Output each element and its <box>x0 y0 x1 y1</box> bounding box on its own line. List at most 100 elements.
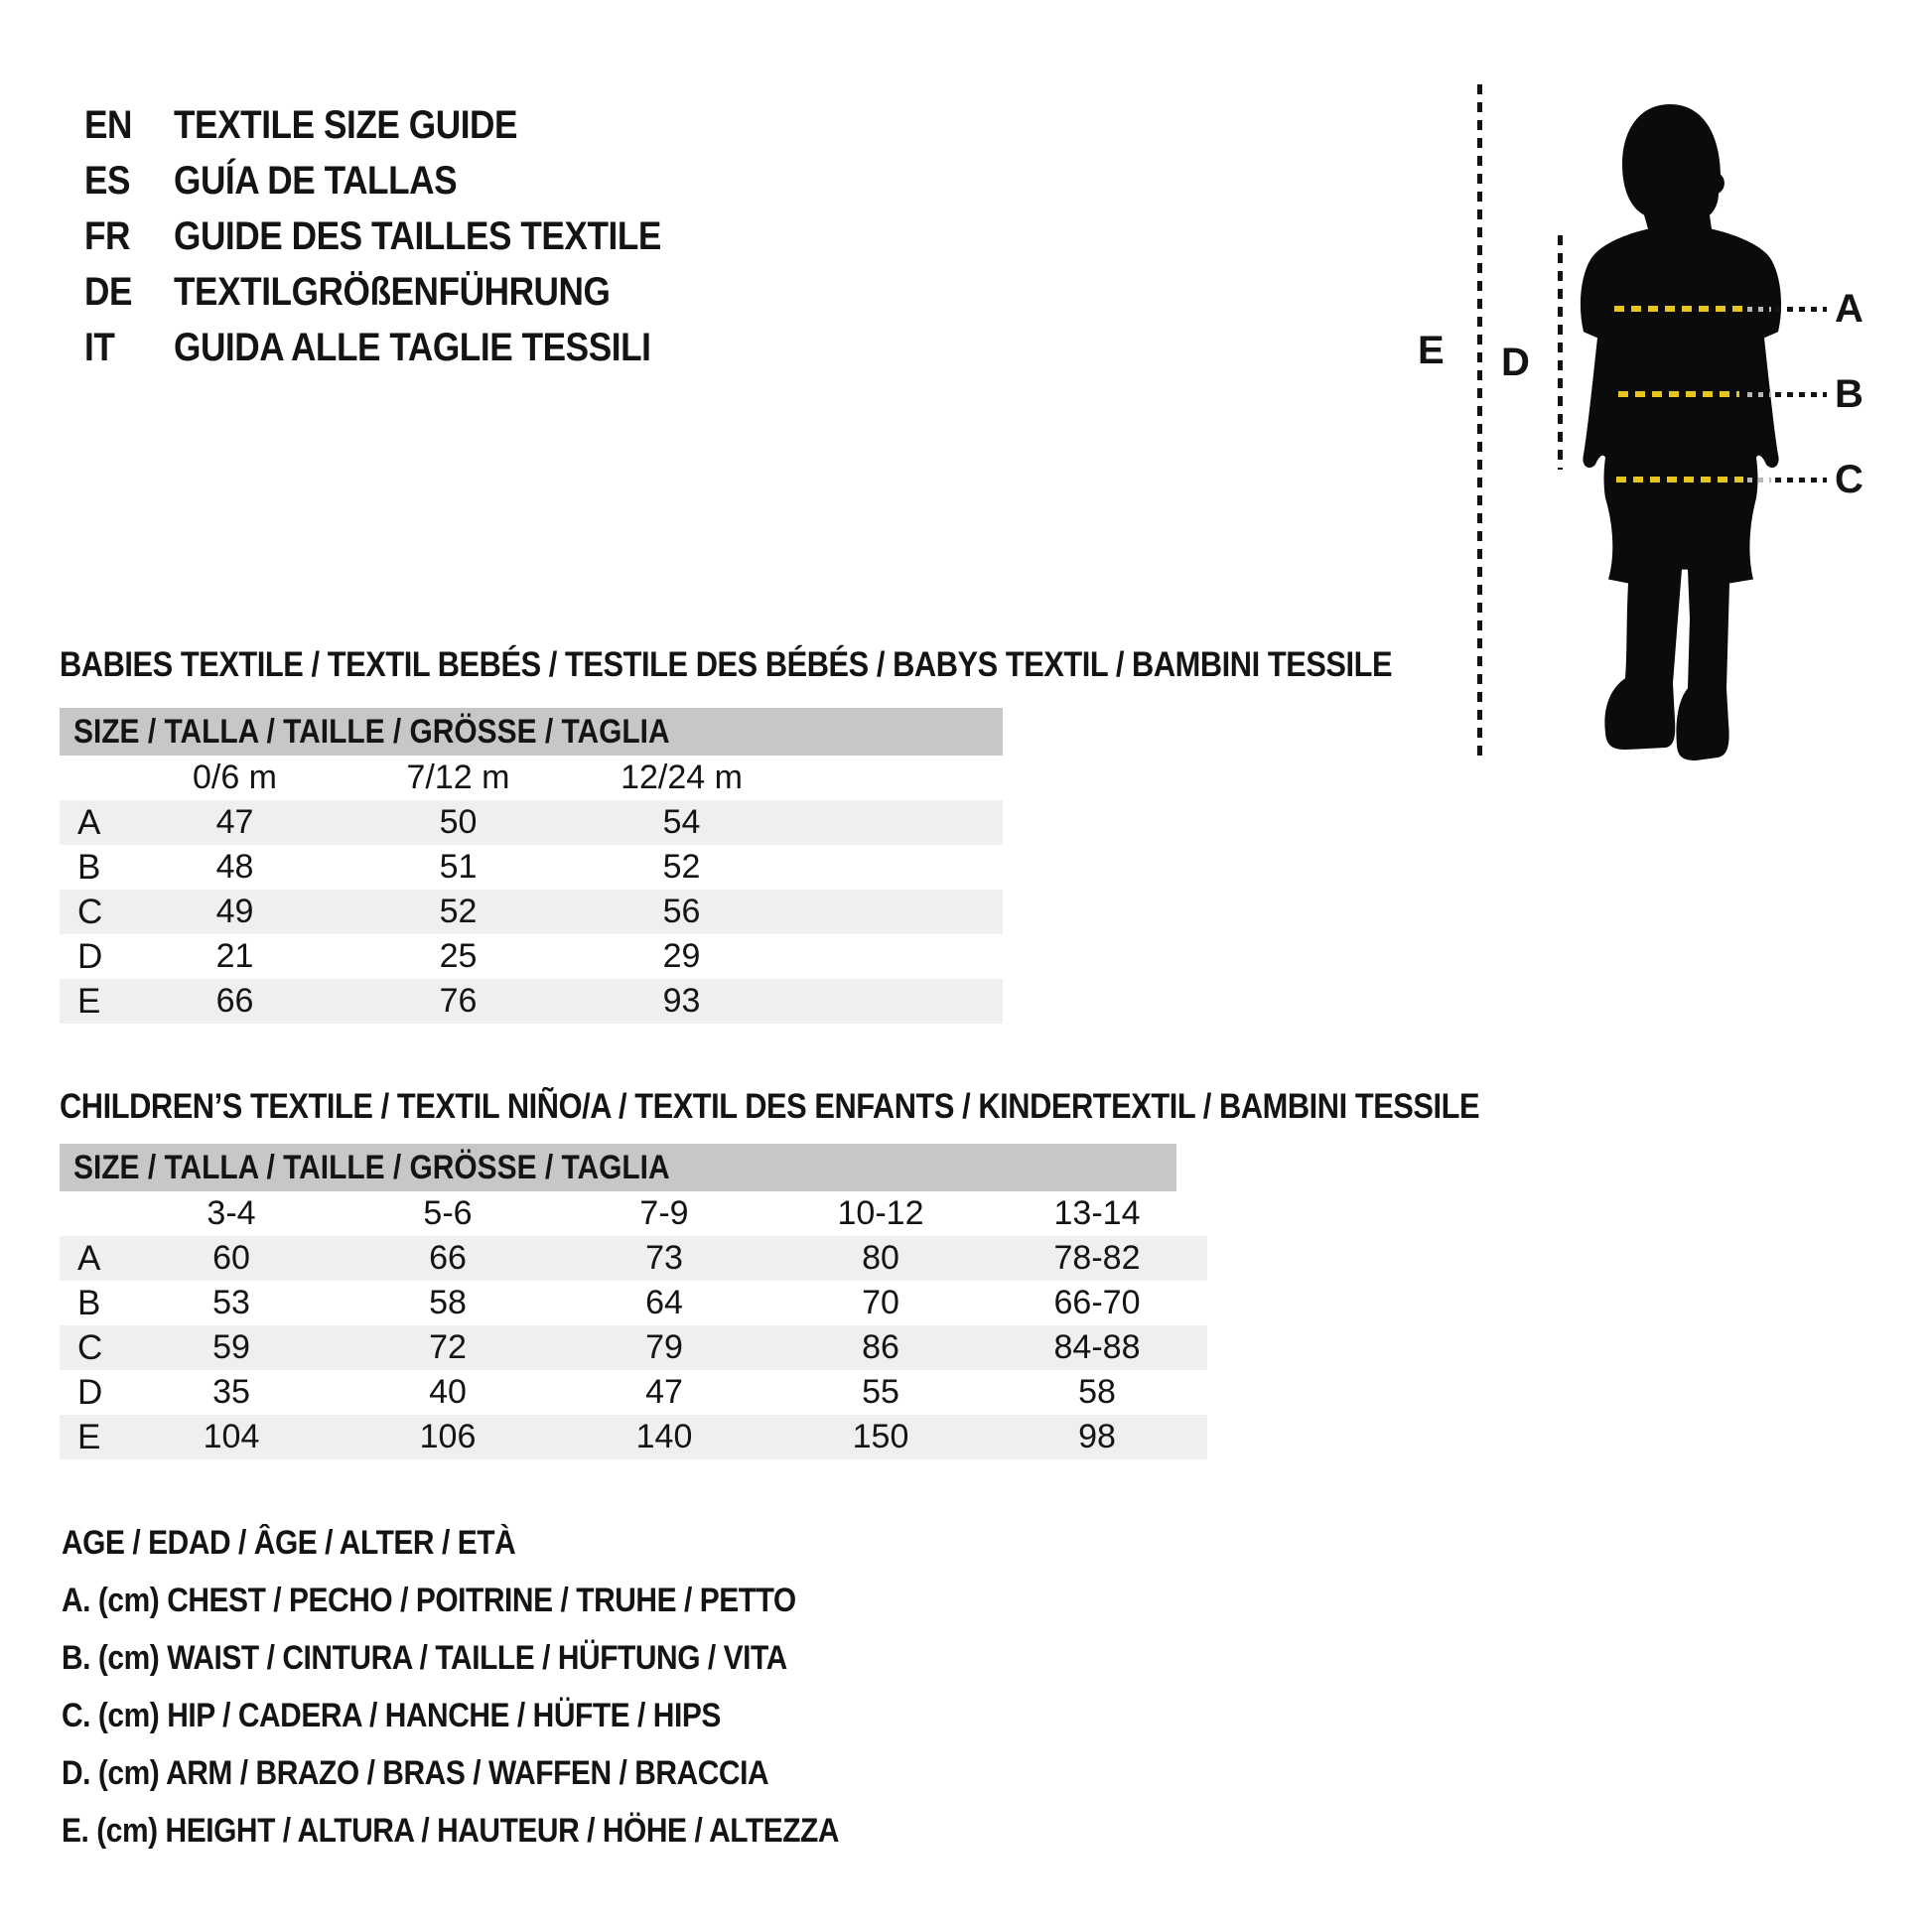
size-value-cell: 78-82 <box>1053 1239 1141 1277</box>
size-value-cell: 60 <box>212 1239 250 1277</box>
size-value-cell: 80 <box>862 1239 899 1277</box>
row-label: B <box>77 1283 101 1322</box>
column-header-row: 0/6 m 7/12 m 12/24 m <box>60 756 1003 800</box>
hip-dot-line <box>1775 478 1827 483</box>
legend-height-text: E. (cm) HEIGHT / ALTURA / HAUTEUR / HÖHE… <box>62 1812 840 1850</box>
table-row: C 49 52 56 <box>60 890 1003 934</box>
table-row: E 104 106 140 150 98 <box>60 1415 1207 1459</box>
children-size-header-bar: SIZE / TALLA / TAILLE / GRÖSSE / TAGLIA <box>60 1144 1176 1191</box>
size-value-cell: 50 <box>439 803 478 841</box>
size-value-cell: 29 <box>662 937 701 975</box>
size-value-cell: 48 <box>215 848 254 886</box>
waist-dash-fade <box>1747 392 1771 397</box>
lang-code: DE <box>84 270 133 314</box>
child-silhouette <box>1580 104 1782 761</box>
arm-measure-label: D <box>1501 341 1530 384</box>
size-value-cell: 21 <box>215 937 254 975</box>
size-value-cell: 140 <box>635 1418 693 1455</box>
row-label: E <box>77 1417 101 1456</box>
table-row: A 60 66 73 80 78-82 <box>60 1236 1207 1281</box>
size-value-cell: 49 <box>215 893 254 930</box>
column-header: 7-9 <box>639 1194 689 1232</box>
row-label: E <box>77 981 101 1021</box>
page-title-es: GUÍA DE TALLAS <box>174 159 458 203</box>
table-row: B 53 58 64 70 66-70 <box>60 1281 1207 1325</box>
arm-measure-line <box>1558 235 1563 470</box>
legend-age: AGE / EDAD / ÂGE / ALTER / ETÀ <box>62 1523 578 1563</box>
size-value-cell: 56 <box>662 893 701 930</box>
size-value-cell: 53 <box>212 1284 250 1321</box>
size-value-cell: 52 <box>662 848 701 886</box>
size-value-cell: 106 <box>419 1418 477 1455</box>
waist-measure-label: B <box>1835 372 1863 416</box>
lang-code: FR <box>84 214 131 258</box>
chest-dash-fade <box>1747 307 1771 312</box>
table-row: D 35 40 47 55 58 <box>60 1370 1207 1415</box>
size-value-cell: 72 <box>429 1328 467 1366</box>
height-measure-label: E <box>1418 329 1445 372</box>
column-header: 7/12 m <box>406 759 510 796</box>
corner-cell <box>60 1191 123 1236</box>
size-value-cell: 66-70 <box>1053 1284 1141 1321</box>
column-header: 5-6 <box>423 1194 473 1232</box>
legend-age-text: AGE / EDAD / ÂGE / ALTER / ETÀ <box>62 1524 516 1562</box>
size-value-cell: 150 <box>852 1418 909 1455</box>
size-value-cell: 59 <box>212 1328 250 1366</box>
size-value-cell: 40 <box>429 1373 467 1411</box>
size-value-cell: 93 <box>662 982 701 1020</box>
babies-section-heading: BABIES TEXTILE / TEXTIL BEBÉS / TESTILE … <box>60 645 1574 685</box>
legend-waist-text: B. (cm) WAIST / CINTURA / TAILLE / HÜFTU… <box>62 1639 787 1677</box>
column-header: 13-14 <box>1053 1194 1141 1232</box>
legend-hip-text: C. (cm) HIP / CADERA / HANCHE / HÜFTE / … <box>62 1697 721 1734</box>
row-label: B <box>77 847 101 887</box>
lang-code: IT <box>84 326 115 369</box>
waist-dash-line <box>1618 391 1739 397</box>
size-value-cell: 51 <box>439 848 478 886</box>
size-value-cell: 64 <box>645 1284 683 1321</box>
size-value-cell: 55 <box>862 1373 899 1411</box>
size-value-cell: 86 <box>862 1328 899 1366</box>
size-value-cell: 98 <box>1078 1418 1116 1455</box>
size-value-cell: 47 <box>645 1373 683 1411</box>
height-measure-line <box>1477 84 1482 762</box>
column-header: 10-12 <box>837 1194 924 1232</box>
column-header-row: 3-4 5-6 7-9 10-12 13-14 <box>60 1191 1207 1236</box>
page-title-de: TEXTILGRÖßENFÜHRUNG <box>174 270 611 314</box>
legend-arm: D. (cm) ARM / BRAZO / BRAS / WAFFEN / BR… <box>62 1753 865 1793</box>
hip-dash-line <box>1616 477 1743 483</box>
chest-dash-line <box>1614 306 1743 312</box>
babies-size-table: 0/6 m 7/12 m 12/24 m A 47 50 54 B 48 51 52 C 49 52 56 D… <box>60 756 1003 1024</box>
legend-arm-text: D. (cm) ARM / BRAZO / BRAS / WAFFEN / BR… <box>62 1754 769 1792</box>
children-size-header-text: SIZE / TALLA / TAILLE / GRÖSSE / TAGLIA <box>73 1149 670 1186</box>
babies-size-header-text: SIZE / TALLA / TAILLE / GRÖSSE / TAGLIA <box>73 713 670 751</box>
children-section-heading: CHILDREN’S TEXTILE / TEXTIL NIÑO/A / TEX… <box>60 1087 1673 1127</box>
waist-dot-line <box>1775 392 1827 397</box>
legend-chest-text: A. (cm) CHEST / PECHO / POITRINE / TRUHE… <box>62 1582 796 1619</box>
size-value-cell: 52 <box>439 893 478 930</box>
table-row: B 48 51 52 <box>60 845 1003 890</box>
legend-hip: C. (cm) HIP / CADERA / HANCHE / HÜFTE / … <box>62 1696 810 1735</box>
column-header: 0/6 m <box>192 759 278 796</box>
table-row: D 21 25 29 <box>60 934 1003 979</box>
row-label: D <box>77 936 103 976</box>
row-label: D <box>77 1372 103 1412</box>
size-value-cell: 47 <box>215 803 254 841</box>
size-value-cell: 73 <box>645 1239 683 1277</box>
legend-chest: A. (cm) CHEST / PECHO / POITRINE / TRUHE… <box>62 1581 897 1620</box>
size-value-cell: 70 <box>862 1284 899 1321</box>
page-title: TEXTILE SIZE GUIDE <box>174 103 518 147</box>
row-label: C <box>77 1327 103 1367</box>
size-value-cell: 104 <box>203 1418 260 1455</box>
row-label: A <box>77 1238 101 1278</box>
hip-measure-label: C <box>1835 458 1863 501</box>
size-value-cell: 66 <box>429 1239 467 1277</box>
hip-dash-fade <box>1747 478 1771 483</box>
column-header: 12/24 m <box>621 759 743 796</box>
size-value-cell: 58 <box>1078 1373 1116 1411</box>
size-value-cell: 79 <box>645 1328 683 1366</box>
babies-size-header-bar: SIZE / TALLA / TAILLE / GRÖSSE / TAGLIA <box>60 708 1003 756</box>
size-value-cell: 25 <box>439 937 478 975</box>
legend-height: E. (cm) HEIGHT / ALTURA / HAUTEUR / HÖHE… <box>62 1811 945 1851</box>
chest-measure-label: A <box>1835 287 1863 331</box>
